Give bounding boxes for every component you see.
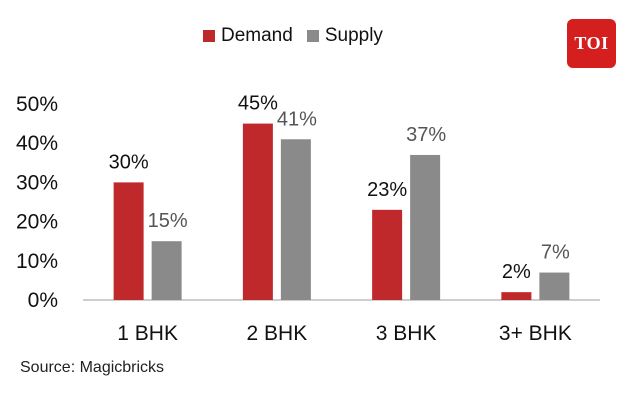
legend-item-supply: Supply	[306, 24, 383, 48]
y-axis-tick-label: 20%	[16, 211, 58, 234]
supply-data-label: 37%	[406, 124, 446, 146]
demand-bar	[372, 209, 403, 300]
demand-data-label: 2%	[502, 261, 531, 283]
demand-bar	[113, 182, 144, 300]
y-axis-tick-label: 30%	[16, 171, 58, 194]
demand-data-label: 45%	[238, 93, 278, 115]
legend-swatch-supply	[306, 30, 319, 42]
y-axis-tick-label: 10%	[16, 250, 58, 273]
supply-bar	[410, 154, 441, 300]
supply-bar	[151, 241, 182, 300]
demand-data-label: 30%	[109, 151, 149, 173]
source-note: Source: Magicbricks	[20, 359, 165, 376]
x-axis-category-label: 3+ BHK	[499, 322, 572, 345]
y-axis-tick-label: 50%	[16, 93, 58, 116]
supply-data-label: 41%	[277, 108, 317, 130]
demand-data-label: 23%	[367, 179, 407, 201]
x-axis-category-label: 3 BHK	[376, 322, 437, 345]
legend-label-demand: Demand	[221, 25, 293, 46]
toi-logo: TOI	[567, 19, 616, 68]
x-axis-category-label: 1 BHK	[117, 322, 178, 345]
demand-bar	[501, 292, 532, 300]
y-axis-tick-label: 0%	[28, 289, 58, 312]
supply-bar	[539, 272, 570, 300]
chart-legend: Demand Supply	[203, 24, 383, 48]
demand-bar	[242, 123, 273, 300]
supply-bar	[280, 139, 311, 300]
legend-item-demand: Demand	[203, 24, 293, 48]
legend-swatch-demand	[203, 30, 215, 42]
legend-label-supply: Supply	[324, 25, 383, 46]
y-axis-tick-label: 40%	[16, 132, 58, 155]
x-axis-category-label: 2 BHK	[247, 322, 308, 345]
supply-data-label: 7%	[541, 242, 570, 264]
supply-data-label: 15%	[148, 210, 188, 232]
